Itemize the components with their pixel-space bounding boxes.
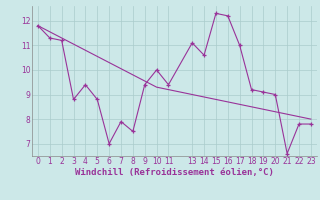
X-axis label: Windchill (Refroidissement éolien,°C): Windchill (Refroidissement éolien,°C)	[75, 168, 274, 177]
